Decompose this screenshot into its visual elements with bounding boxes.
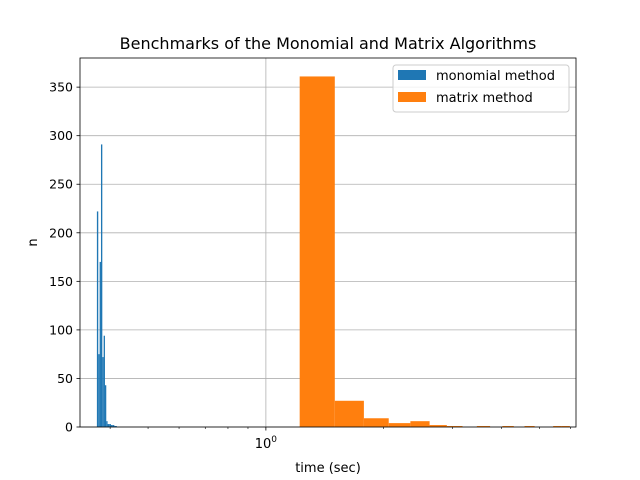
x-axis-label: time (sec) [295,461,361,476]
series-monomial-bars [96,144,117,427]
histogram-bar [107,424,110,427]
histogram-bar [299,76,335,427]
histogram-bar [110,425,113,427]
histogram-bar [99,261,101,427]
y-tick-label: 0 [65,420,73,435]
histogram-bar [96,211,99,427]
legend-swatch-monomial [398,70,426,80]
legend: monomial method matrix method [392,64,570,113]
histogram-bar [446,426,463,427]
histogram-bar [98,354,100,427]
y-tick-label: 200 [49,225,73,240]
y-tick-label: 350 [49,80,73,95]
histogram-bars [96,76,570,427]
y-tick-label: 250 [49,177,73,192]
histogram-bar [476,426,491,427]
legend-frame [392,64,570,113]
y-tick-label: 100 [49,322,73,337]
histogram-bar [553,426,562,427]
histogram-bar [104,385,107,427]
histogram-bar [561,426,570,427]
histogram-bar [429,425,447,427]
legend-label-monomial: monomial method [436,69,555,84]
histogram-bar [100,144,103,427]
histogram-bar [524,426,535,427]
histogram-bar [106,421,108,427]
legend-swatch-matrix [398,92,426,102]
legend-label-matrix: matrix method [436,91,533,106]
histogram-bar [103,335,105,427]
histogram-bar [410,421,430,427]
series-matrix-bars [299,76,570,427]
histogram-bar [109,424,111,427]
histogram-bar [334,400,364,427]
plot-frame [79,57,577,428]
chart-title: Benchmarks of the Monomial and Matrix Al… [120,34,537,53]
y-tick-label: 50 [57,371,73,386]
y-axis-label: n [26,238,41,246]
y-tick-label: 150 [49,274,73,289]
histogram-bar [112,425,115,427]
y-tick-label: 300 [49,128,73,143]
histogram-bar [114,426,117,427]
histogram-bar [502,426,514,427]
histogram-bar [363,418,389,427]
histogram-bar [102,357,104,427]
histogram-bar [388,423,411,427]
